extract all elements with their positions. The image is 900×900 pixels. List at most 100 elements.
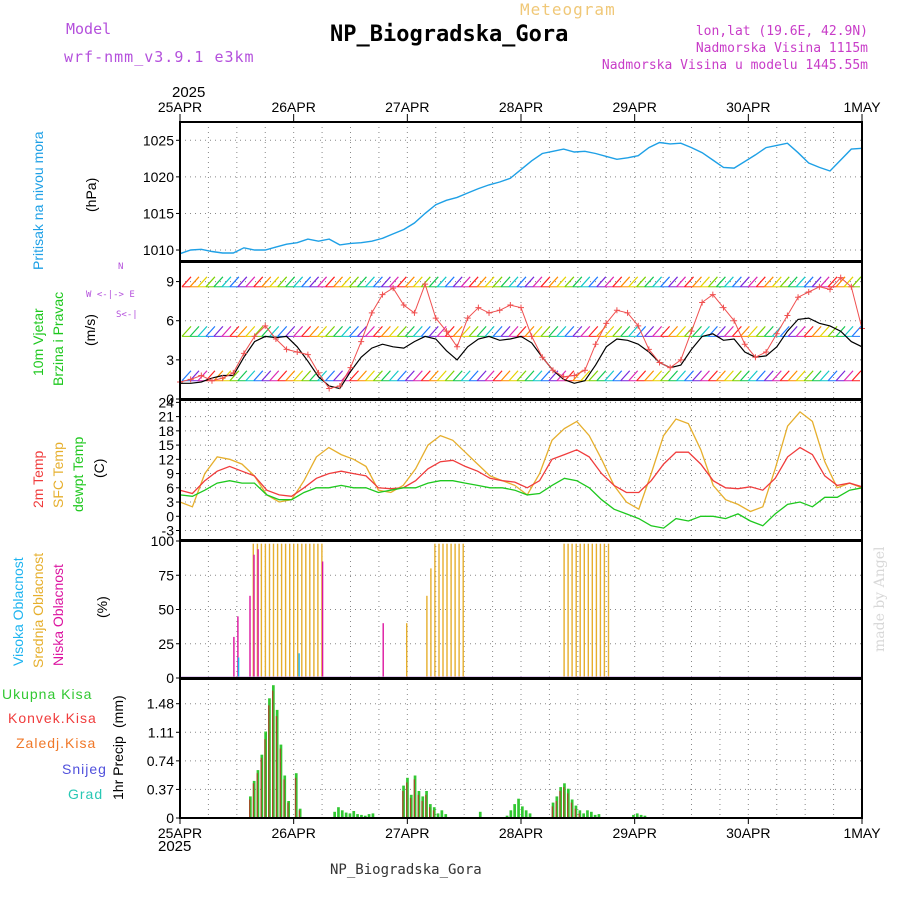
x-date-label-top: 25APR — [158, 99, 202, 115]
cloud-mid-bar — [563, 543, 565, 678]
precip-convective-bar — [275, 716, 278, 818]
wind-barb — [412, 276, 423, 288]
wind-barb — [827, 276, 838, 288]
cloud-mid-bar — [583, 543, 585, 678]
precip-total-bar — [421, 796, 425, 818]
wind-barb — [819, 370, 830, 382]
wind-barb — [628, 370, 639, 382]
wind-gust-point — [486, 309, 493, 316]
wind-barb — [309, 325, 320, 337]
wind-barb — [715, 325, 726, 337]
wind-barb — [325, 325, 336, 337]
wind-barb — [684, 276, 694, 288]
wind-unit: (m/s) — [82, 314, 98, 346]
wind-barb — [420, 325, 431, 337]
y-tick-label: 1.11 — [148, 724, 174, 740]
precip-total-bar — [417, 791, 421, 818]
wind-barb — [420, 276, 431, 288]
wind-barb — [779, 276, 790, 288]
wind-gust-point — [475, 304, 482, 311]
precip-total-bar — [578, 810, 582, 818]
wind-gust-point — [230, 369, 237, 376]
precip-total-bar — [425, 791, 428, 818]
x-date-label-top: 28APR — [499, 99, 543, 115]
wind-barb — [372, 276, 383, 288]
wind-barb — [540, 370, 551, 382]
cloud-mid-bar — [454, 543, 456, 678]
wind-barb — [261, 325, 272, 337]
wind-barb — [851, 325, 862, 337]
wind-gust-point — [635, 322, 642, 329]
wind-gust-point — [198, 372, 205, 379]
precip-convective-bar — [413, 779, 415, 818]
wind-barb — [301, 276, 312, 288]
wind-barb — [795, 276, 806, 288]
wind-barb — [476, 325, 487, 337]
wind-gust-point — [539, 354, 546, 361]
cloud-mid-bar — [301, 543, 303, 678]
sfc-temp-ylabel: SFC Temp — [50, 442, 66, 508]
wind-barb — [556, 325, 567, 337]
legend-convective-rain: Konvek.Kisa — [8, 710, 97, 726]
wind-barb — [388, 325, 399, 337]
wind-barb — [708, 370, 718, 382]
precip-total-bar — [586, 810, 589, 818]
precip-convective-bar — [279, 748, 281, 818]
precip-total-bar — [333, 811, 336, 818]
cloud-mid-bar — [289, 543, 291, 678]
wind-barb — [460, 276, 471, 288]
wind-barb — [811, 325, 822, 337]
wind-barb — [436, 325, 447, 337]
wind-barb — [229, 276, 240, 288]
wind-barb — [436, 276, 447, 288]
wind-barb — [668, 276, 679, 288]
wind-barb — [644, 370, 655, 382]
wind-barb — [460, 325, 471, 337]
wind-gust-point — [272, 335, 279, 342]
precip-total-bar — [582, 813, 585, 818]
wind-gust-point — [368, 309, 375, 316]
y-tick-label: 1.48 — [147, 696, 174, 712]
wind-barb — [731, 276, 742, 288]
wind-barb — [628, 276, 639, 288]
wind-barb — [197, 325, 208, 337]
wind-barb — [333, 325, 343, 337]
wind-gust-point — [464, 315, 471, 322]
x-date-label-top: 29APR — [612, 99, 656, 115]
wind-speed-line — [180, 317, 863, 390]
wind-barb — [843, 325, 854, 337]
precip-total-bar — [432, 807, 436, 818]
wind-barb — [604, 276, 615, 288]
y-tick-label: 0 — [166, 670, 174, 686]
precip-convective-bar — [268, 705, 270, 818]
wind-barb — [532, 325, 543, 337]
wind-barb — [692, 276, 702, 288]
wind-barb — [803, 276, 814, 288]
wind-gust-point — [208, 377, 215, 384]
wind-gust-point — [613, 307, 620, 314]
wind-gust-point — [390, 285, 397, 292]
cloud-mid-bar — [430, 568, 432, 678]
wind-barb — [492, 325, 503, 337]
precip-convective-bar — [570, 802, 573, 818]
wind-barb — [835, 370, 846, 382]
precip-total-bar — [363, 815, 367, 818]
wind-barb — [213, 276, 224, 288]
cloud-mid-bar — [446, 543, 448, 678]
wind-barb — [747, 370, 758, 382]
wind-gust-point — [315, 369, 322, 376]
wind-barb — [293, 370, 304, 382]
mid-cloud-ylabel: Srednja Oblacnost — [30, 552, 46, 668]
wind-barb — [779, 370, 790, 382]
wind-barb — [739, 325, 750, 337]
wind-barb — [723, 325, 734, 337]
y-tick-label: 0 — [166, 391, 174, 407]
precip-total-bar — [528, 813, 532, 818]
cloud-low-bar — [253, 554, 255, 678]
wind-barb — [492, 276, 503, 288]
cloud-mid-bar — [260, 543, 263, 678]
x-date-label-bottom: 30APR — [726, 825, 770, 841]
wind-barb — [309, 370, 320, 382]
wind-barb — [715, 276, 726, 288]
cloud-mid-bar — [575, 543, 577, 678]
